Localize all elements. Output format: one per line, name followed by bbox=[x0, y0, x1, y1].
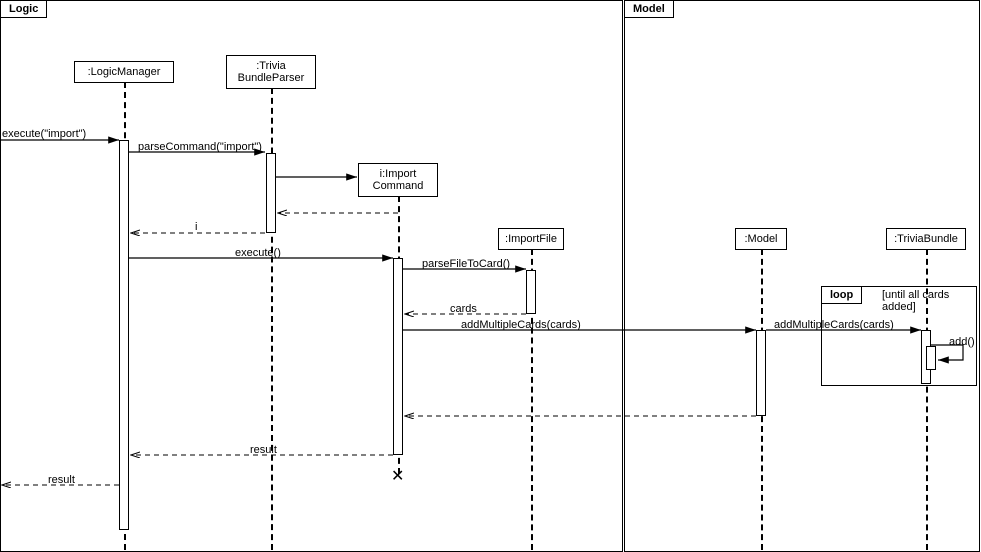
msg-parse-command: parseCommand("import") bbox=[138, 141, 262, 153]
msg-result-2: result bbox=[48, 474, 75, 486]
msg-cards: cards bbox=[450, 303, 477, 315]
msg-execute: execute() bbox=[235, 247, 281, 259]
msg-result-1: result bbox=[250, 444, 277, 456]
msg-add: add() bbox=[949, 336, 975, 348]
msg-add-multiple-1: addMultipleCards(cards) bbox=[461, 319, 581, 331]
msg-execute-import: execute("import") bbox=[2, 128, 86, 140]
msg-parse-file: parseFileToCard() bbox=[422, 258, 510, 270]
msg-i-return: i bbox=[195, 221, 197, 233]
msg-add-multiple-2: addMultipleCards(cards) bbox=[774, 319, 894, 331]
sequence-diagram: Logic Model loop [until all cards added]… bbox=[0, 0, 981, 552]
messages-svg bbox=[0, 0, 981, 552]
